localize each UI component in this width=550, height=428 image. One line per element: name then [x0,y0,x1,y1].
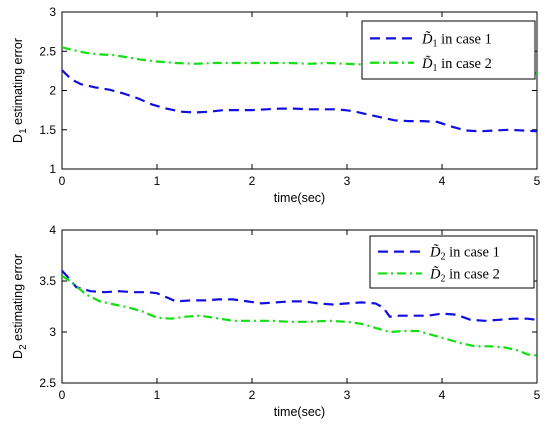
x-tick-label: 4 [439,174,446,188]
legend-label-1: D̃1 in case 1 [421,31,492,49]
legend-label-2: D̃2 in case 2 [429,266,500,284]
x-tick-label: 3 [344,174,351,188]
chart-panel-2: 0 1 2 3 4 5 2.5 3 3.5 4 time(sec) D2 estimating err… [11,223,541,419]
series-line-1 [62,270,537,322]
x-tick-label: 0 [59,174,66,188]
y-tick-label: 1.5 [39,123,56,137]
series-line-1 [62,69,537,133]
legend: D̃2 in case 1 D̃2 in case 2 [369,235,535,289]
series-line-2 [62,274,537,357]
legend-label-2: D̃1 in case 2 [421,55,492,73]
y-tick-label: 3 [49,5,56,19]
y-tick-label: 4 [49,223,56,237]
y-tick-label: 3.5 [39,274,56,288]
y-tick-label: 1 [49,162,56,176]
x-tick-label: 2 [249,174,256,188]
y-axis-label: D2 estimating error [11,254,29,359]
x-tick-label: 2 [249,388,256,402]
legend-box [361,20,536,80]
x-axis-label: time(sec) [274,191,325,205]
x-tick-label: 1 [154,174,161,188]
x-tick-label: 3 [344,388,351,402]
x-tick-label: 1 [154,388,161,402]
y-tick-label: 3 [49,325,56,339]
legend: D̃1 in case 1 D̃1 in case 2 [361,20,536,80]
y-tick-label: 2.5 [39,376,56,390]
x-tick-label: 5 [534,388,541,402]
y-tick-label: 2 [49,84,56,98]
x-tick-label: 0 [59,388,66,402]
legend-box [369,235,535,289]
y-tick-label: 2.5 [39,44,56,58]
y-axis-label: D1 estimating error [11,38,29,143]
x-tick-label: 5 [534,174,541,188]
x-tick-label: 4 [439,388,446,402]
series-line-2 [62,46,537,75]
x-axis-label: time(sec) [274,405,325,419]
legend-label-1: D̃2 in case 1 [429,244,500,262]
